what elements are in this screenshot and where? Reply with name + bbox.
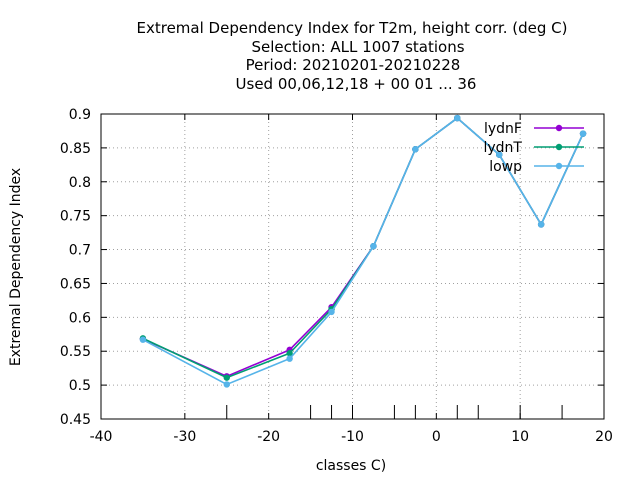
legend-label: lydnF [484, 121, 522, 137]
x-axis-label: classes C) [316, 458, 386, 474]
legend-label: lydnT [484, 140, 523, 156]
y-tick-label: 0.6 [69, 310, 91, 326]
data-point [223, 374, 230, 381]
y-tick-label: 0.45 [60, 412, 91, 428]
data-point [139, 336, 147, 343]
y-tick-label: 0.7 [69, 243, 91, 259]
y-tick-label: 0.85 [60, 141, 91, 157]
data-point [496, 151, 503, 158]
grid [101, 114, 604, 419]
data-point [412, 146, 419, 153]
x-tick-label: -40 [90, 429, 113, 445]
title-line-3: Period: 20210201-20210228 [246, 56, 461, 74]
series-lowp [139, 114, 587, 388]
series-line [142, 117, 584, 379]
data-point [579, 130, 587, 137]
y-tick-label: 0.8 [69, 175, 91, 191]
y-tick-label: 0.9 [69, 107, 91, 123]
legend-swatch-point [555, 162, 563, 170]
y-tick-label: 0.5 [69, 378, 91, 394]
x-tick-label: -10 [341, 429, 364, 445]
series-line [142, 117, 584, 378]
x-tick-label: 20 [595, 429, 613, 445]
y-axis-label: Extremal Dependency Index [8, 168, 24, 366]
title-line-1: Extremal Dependency Index for T2m, heigh… [137, 19, 568, 37]
y-tick-label: 0.65 [60, 276, 91, 292]
plot-frame [100, 113, 605, 420]
legend: lydnF lydnT lowp [484, 121, 584, 175]
legend-swatch-point [555, 124, 563, 132]
x-tick-label: 0 [432, 429, 441, 445]
y-tick-label: 0.75 [60, 209, 91, 225]
title-line-4: Used 00,06,12,18 + 00 01 ... 36 [236, 75, 477, 93]
legend-swatch-point [555, 143, 563, 151]
x-tick-label: -30 [173, 429, 196, 445]
data-point [286, 355, 293, 362]
data-point [286, 350, 293, 357]
chart-title: Extremal Dependency Index for T2m, heigh… [137, 19, 568, 93]
series-group [139, 114, 587, 388]
data-point [454, 114, 461, 122]
series-line [142, 117, 584, 386]
legend-label: lowp [489, 159, 522, 175]
y-tick-label: 0.55 [60, 344, 91, 360]
tick-labels: -40 -30 -20 -10 0 10 20 0.45 0.5 0.55 0.6 0.65 0.7 0.… [60, 107, 613, 445]
data-point [537, 221, 545, 228]
x-tick-label: 10 [511, 429, 529, 445]
data-point [328, 308, 335, 316]
data-point [223, 381, 230, 388]
data-point [370, 242, 377, 250]
title-line-2: Selection: ALL 1007 stations [251, 38, 464, 56]
x-tick-label: -20 [257, 429, 280, 445]
